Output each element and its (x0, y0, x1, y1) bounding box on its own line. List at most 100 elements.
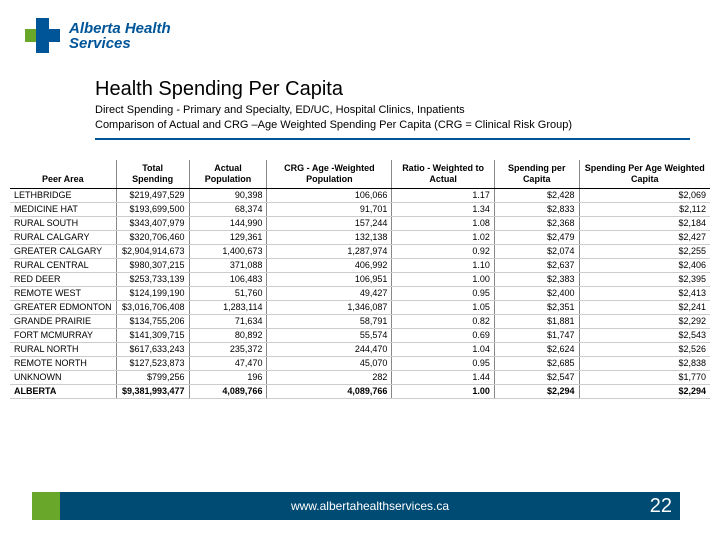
value-cell: $2,413 (579, 286, 710, 300)
value-cell: 144,990 (189, 216, 267, 230)
table-row: GREATER CALGARY$2,904,914,6731,400,6731,… (10, 244, 710, 258)
value-cell: $2,427 (579, 230, 710, 244)
table-row: MEDICINE HAT$193,699,50068,37491,7011.34… (10, 202, 710, 216)
value-cell: 58,791 (267, 314, 392, 328)
table-row: RURAL SOUTH$343,407,979144,990157,2441.0… (10, 216, 710, 230)
footer-accent (32, 492, 60, 520)
value-cell: 371,088 (189, 258, 267, 272)
value-cell: $253,733,139 (116, 272, 189, 286)
value-cell: $2,292 (579, 314, 710, 328)
area-cell: REMOTE WEST (10, 286, 116, 300)
area-cell: RURAL SOUTH (10, 216, 116, 230)
value-cell: 47,470 (189, 356, 267, 370)
column-header: Total Spending (116, 160, 189, 188)
table-row: GREATER EDMONTON$3,016,706,4081,283,1141… (10, 300, 710, 314)
table-row: FORT MCMURRAY$141,309,71580,89255,5740.6… (10, 328, 710, 342)
value-cell: 1.04 (392, 342, 494, 356)
value-cell: 1.00 (392, 272, 494, 286)
value-cell: $193,699,500 (116, 202, 189, 216)
value-cell: $2,074 (494, 244, 579, 258)
value-cell: $2,624 (494, 342, 579, 356)
value-cell: $320,706,460 (116, 230, 189, 244)
value-cell: 90,398 (189, 188, 267, 202)
value-cell: $2,368 (494, 216, 579, 230)
value-cell: 1,346,087 (267, 300, 392, 314)
value-cell: 91,701 (267, 202, 392, 216)
spending-table: Peer AreaTotal SpendingActual Population… (10, 160, 710, 399)
logo: Alberta Health Services (25, 18, 171, 54)
footer-bar: www.albertahealthservices.ca (60, 492, 680, 520)
value-cell: $980,307,215 (116, 258, 189, 272)
logo-line2: Services (69, 36, 171, 51)
value-cell: 235,372 (189, 342, 267, 356)
value-cell: 1,287,974 (267, 244, 392, 258)
table-row: RURAL NORTH$617,633,243235,372244,4701.0… (10, 342, 710, 356)
value-cell: 106,066 (267, 188, 392, 202)
total-row: ALBERTA$9,381,993,4774,089,7664,089,7661… (10, 384, 710, 398)
value-cell: $141,309,715 (116, 328, 189, 342)
column-header: CRG - Age -Weighted Population (267, 160, 392, 188)
area-cell: RURAL CENTRAL (10, 258, 116, 272)
area-cell: RED DEER (10, 272, 116, 286)
value-cell: $9,381,993,477 (116, 384, 189, 398)
value-cell: 0.82 (392, 314, 494, 328)
area-cell: FORT MCMURRAY (10, 328, 116, 342)
value-cell: 4,089,766 (189, 384, 267, 398)
subtitle-line2: Comparison of Actual and CRG –Age Weight… (95, 118, 690, 133)
value-cell: 244,470 (267, 342, 392, 356)
value-cell: 80,892 (189, 328, 267, 342)
page-title: Health Spending Per Capita (95, 78, 690, 101)
value-cell: $2,543 (579, 328, 710, 342)
table-row: REMOTE NORTH$127,523,87347,47045,0700.95… (10, 356, 710, 370)
logo-line1: Alberta Health (69, 21, 171, 36)
value-cell: $2,241 (579, 300, 710, 314)
value-cell: 157,244 (267, 216, 392, 230)
value-cell: $2,428 (494, 188, 579, 202)
value-cell: $617,633,243 (116, 342, 189, 356)
value-cell: 1,400,673 (189, 244, 267, 258)
value-cell: 1.05 (392, 300, 494, 314)
value-cell: $2,637 (494, 258, 579, 272)
column-header: Spending Per Age Weighted Capita (579, 160, 710, 188)
table-row: RURAL CALGARY$320,706,460129,361132,1381… (10, 230, 710, 244)
area-cell: GREATER CALGARY (10, 244, 116, 258)
value-cell: $799,256 (116, 370, 189, 384)
value-cell: $2,833 (494, 202, 579, 216)
area-cell: ALBERTA (10, 384, 116, 398)
column-header: Spending per Capita (494, 160, 579, 188)
value-cell: 1.17 (392, 188, 494, 202)
table-row: RED DEER$253,733,139106,483106,9511.00$2… (10, 272, 710, 286)
value-cell: $219,497,529 (116, 188, 189, 202)
value-cell: 0.95 (392, 356, 494, 370)
value-cell: 1,283,114 (189, 300, 267, 314)
logo-mark (25, 18, 61, 54)
value-cell: 1.00 (392, 384, 494, 398)
value-cell: 132,138 (267, 230, 392, 244)
subtitle-line1: Direct Spending - Primary and Specialty,… (95, 103, 690, 118)
column-header: Ratio - Weighted to Actual (392, 160, 494, 188)
value-cell: $1,747 (494, 328, 579, 342)
value-cell: $2,838 (579, 356, 710, 370)
value-cell: $2,294 (494, 384, 579, 398)
value-cell: 0.92 (392, 244, 494, 258)
value-cell: 1.10 (392, 258, 494, 272)
spending-table-wrap: Peer AreaTotal SpendingActual Population… (10, 160, 710, 399)
value-cell: 106,951 (267, 272, 392, 286)
area-cell: REMOTE NORTH (10, 356, 116, 370)
value-cell: 1.34 (392, 202, 494, 216)
value-cell: 129,361 (189, 230, 267, 244)
value-cell: $1,770 (579, 370, 710, 384)
value-cell: 51,760 (189, 286, 267, 300)
value-cell: 71,634 (189, 314, 267, 328)
area-cell: UNKNOWN (10, 370, 116, 384)
value-cell: $124,199,190 (116, 286, 189, 300)
area-cell: RURAL NORTH (10, 342, 116, 356)
value-cell: $2,479 (494, 230, 579, 244)
title-rule (95, 138, 690, 140)
footer-url: www.albertahealthservices.ca (291, 499, 449, 513)
value-cell: $2,395 (579, 272, 710, 286)
value-cell: 282 (267, 370, 392, 384)
table-row: GRANDE PRAIRIE$134,755,20671,63458,7910.… (10, 314, 710, 328)
logo-text: Alberta Health Services (69, 21, 171, 51)
table-row: RURAL CENTRAL$980,307,215371,088406,9921… (10, 258, 710, 272)
